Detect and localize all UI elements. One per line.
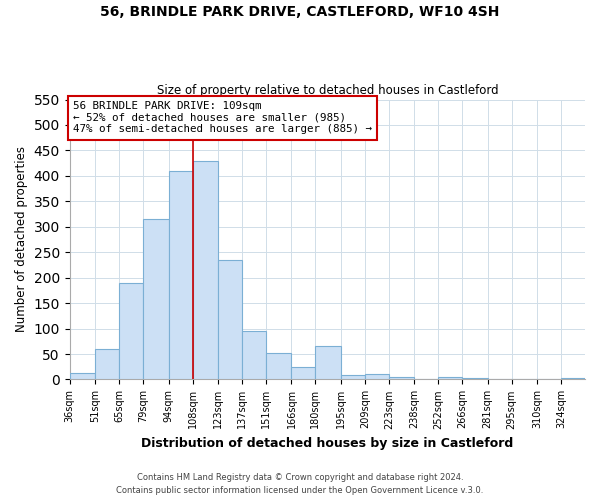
Bar [316, 346, 341, 380]
Text: 56 BRINDLE PARK DRIVE: 109sqm
← 52% of detached houses are smaller (985)
47% of : 56 BRINDLE PARK DRIVE: 109sqm ← 52% of d… [73, 101, 372, 134]
Title: Size of property relative to detached houses in Castleford: Size of property relative to detached ho… [157, 84, 498, 97]
Bar [561, 378, 585, 380]
Bar [438, 377, 462, 380]
Bar [169, 171, 193, 380]
Bar [389, 378, 415, 380]
Bar [292, 366, 316, 380]
Bar [415, 379, 438, 380]
Bar [488, 379, 512, 380]
Y-axis label: Number of detached properties: Number of detached properties [15, 146, 28, 332]
Bar [143, 219, 169, 380]
Bar [462, 378, 488, 380]
Bar [218, 260, 242, 380]
Bar [95, 349, 119, 380]
Bar [341, 376, 365, 380]
Bar [119, 283, 143, 380]
Bar [365, 374, 389, 380]
Bar [193, 160, 218, 380]
Bar [242, 331, 266, 380]
X-axis label: Distribution of detached houses by size in Castleford: Distribution of detached houses by size … [141, 437, 514, 450]
Bar [266, 353, 292, 380]
Text: 56, BRINDLE PARK DRIVE, CASTLEFORD, WF10 4SH: 56, BRINDLE PARK DRIVE, CASTLEFORD, WF10… [100, 5, 500, 19]
Bar [70, 373, 95, 380]
Text: Contains HM Land Registry data © Crown copyright and database right 2024.
Contai: Contains HM Land Registry data © Crown c… [116, 474, 484, 495]
